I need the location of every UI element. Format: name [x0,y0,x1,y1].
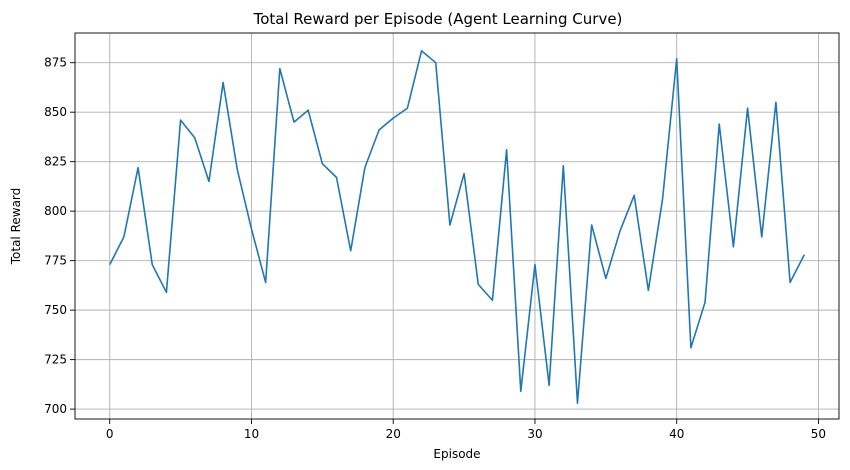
y-axis: 700 725 750 775 800 825 850 875 [44,56,75,416]
y-tick-label: 850 [44,105,67,119]
x-axis-label: Episode [433,447,480,461]
x-tick-label: 30 [527,427,542,441]
y-tick-label: 775 [44,254,67,268]
chart-title: Total Reward per Episode (Agent Learning… [253,10,623,28]
series-layer [109,50,805,404]
y-tick-label: 825 [44,155,67,169]
x-tick-label: 0 [106,427,114,441]
grid-lines [75,33,839,419]
x-tick-label: 10 [244,427,259,441]
x-axis: 0 10 20 30 40 50 [106,419,826,441]
x-tick-label: 50 [811,427,826,441]
y-tick-label: 700 [44,402,67,416]
reward-series-line [109,50,805,404]
y-tick-label: 750 [44,303,67,317]
plot-frame [74,32,840,420]
y-tick-label: 725 [44,353,67,367]
y-axis-label: Total Reward [9,188,23,266]
y-tick-label: 800 [44,204,67,218]
x-tick-label: 40 [669,427,684,441]
y-tick-label: 875 [44,56,67,70]
x-tick-label: 20 [386,427,401,441]
